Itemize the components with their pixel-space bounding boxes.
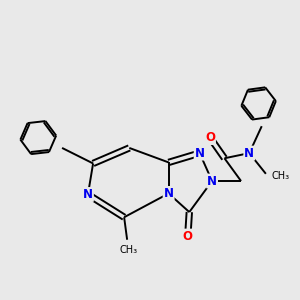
Text: N: N bbox=[195, 147, 205, 160]
Text: N: N bbox=[207, 175, 217, 188]
Text: N: N bbox=[83, 188, 93, 201]
Text: CH₃: CH₃ bbox=[271, 171, 290, 181]
Text: N: N bbox=[164, 187, 174, 200]
Text: CH₃: CH₃ bbox=[120, 245, 138, 255]
Text: N: N bbox=[244, 147, 254, 160]
Text: O: O bbox=[205, 131, 215, 144]
Text: O: O bbox=[183, 230, 193, 243]
